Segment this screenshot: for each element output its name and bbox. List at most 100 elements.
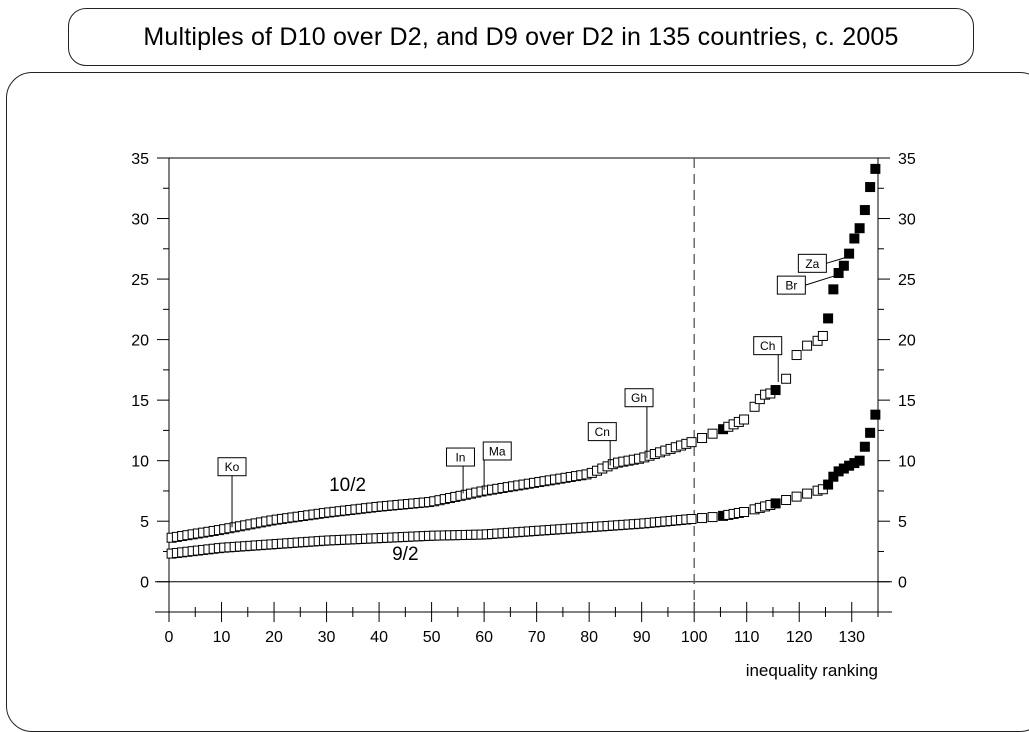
series-10-2 (166, 163, 881, 543)
data-point (854, 223, 865, 234)
annotation-label: In (455, 451, 465, 465)
annotation-br: Br (776, 274, 837, 295)
annotation-box (797, 253, 827, 273)
annotation-label: Gh (631, 391, 647, 405)
annotation-box (776, 275, 806, 295)
y-tick-label-left: 0 (140, 575, 149, 592)
y-tick-label-left: 15 (131, 393, 149, 410)
x-tick-label: 120 (786, 629, 813, 646)
x-tick-label: 40 (370, 629, 388, 646)
y-tick-label-right: 30 (898, 212, 916, 229)
chart-title: Multiples of D10 over D2, and D9 over D2… (143, 22, 899, 51)
annotation-ch: Ch (753, 336, 783, 382)
data-point (770, 385, 781, 396)
y-tick-label-left: 30 (131, 212, 149, 229)
data-point (823, 479, 834, 490)
annotation-box (624, 388, 654, 408)
data-point (781, 495, 792, 506)
data-point (859, 205, 870, 216)
data-point (870, 409, 881, 420)
annotation-box (445, 447, 475, 467)
annotation-box (217, 457, 247, 477)
data-point (844, 248, 855, 259)
data-point (802, 488, 813, 499)
data-point (870, 163, 881, 174)
y-tick-label-right: 10 (898, 454, 916, 471)
data-point (833, 268, 844, 279)
annotation-box (587, 422, 617, 442)
data-point (828, 471, 839, 482)
x-axis-title: inequality ranking (746, 661, 878, 680)
data-point (770, 498, 781, 509)
annotation-label: Br (785, 279, 797, 293)
annotation-label: Za (805, 257, 819, 271)
y-tick-label-left: 35 (131, 151, 149, 168)
data-point (697, 433, 708, 444)
y-tick-label-left: 20 (131, 333, 149, 350)
annotation-box (753, 336, 783, 356)
data-point (739, 414, 750, 425)
axes-layer: 0 0 5 5 10 10 15 15 20 20 25 25 30 30 35 35 0 10 20 30 40 50 6… (131, 151, 916, 646)
annotation-label: Ch (760, 339, 775, 353)
x-tick-label: 90 (633, 629, 651, 646)
data-point (686, 514, 697, 525)
x-tick-label: 100 (681, 629, 708, 646)
data-point (686, 437, 697, 448)
annotation-ko: Ko (217, 457, 247, 528)
x-tick-label: 80 (580, 629, 598, 646)
chart-title-box: Multiples of D10 over D2, and D9 over D2… (68, 8, 974, 66)
annotation-label: Cn (595, 425, 610, 439)
x-tick-label: 30 (318, 629, 336, 646)
x-tick-label: 50 (423, 629, 441, 646)
series-label-10-2: 10/2 (329, 475, 366, 496)
y-tick-label-right: 15 (898, 393, 916, 410)
y-tick-label-left: 5 (140, 514, 149, 531)
data-point (828, 284, 839, 295)
x-tick-label: 0 (165, 629, 174, 646)
data-point (823, 313, 834, 324)
annotation-gh: Gh (624, 388, 654, 459)
annotation-ma: Ma (482, 441, 512, 490)
x-tick-label: 60 (475, 629, 493, 646)
y-tick-label-right: 5 (898, 514, 907, 531)
data-point (865, 427, 876, 438)
y-tick-label-right: 35 (898, 151, 916, 168)
data-point (817, 330, 828, 341)
data-point (707, 512, 718, 523)
leader-line (805, 274, 837, 286)
annotation-in: In (445, 447, 475, 494)
data-point (791, 350, 802, 361)
data-point (859, 441, 870, 452)
y-tick-label-right: 20 (898, 333, 916, 350)
annotation-box (482, 441, 512, 461)
y-tick-label-right: 0 (898, 575, 907, 592)
data-point (838, 260, 849, 271)
annotation-label: Ma (489, 444, 506, 458)
data-point (854, 455, 865, 466)
x-tick-label: 110 (734, 629, 760, 646)
x-tick-label: 70 (528, 629, 546, 646)
x-tick-label: 130 (838, 629, 865, 646)
annotation-cn: Cn (587, 422, 617, 466)
x-tick-label: 20 (265, 629, 283, 646)
data-point (739, 506, 750, 517)
data-point (791, 491, 802, 502)
data-point (781, 373, 792, 384)
series-9-2 (166, 409, 881, 559)
data-point (697, 513, 708, 524)
data-point (749, 401, 760, 412)
data-point (849, 233, 860, 244)
series-label-9-2: 9/2 (392, 544, 418, 565)
annotation-za: Za (797, 253, 847, 273)
x-tick-label: 10 (213, 629, 231, 646)
data-point (707, 428, 718, 439)
y-tick-label-left: 25 (131, 272, 149, 289)
annotation-label: Ko (225, 460, 240, 474)
y-tick-label-left: 10 (131, 454, 149, 471)
data-point (865, 182, 876, 193)
data-point (802, 340, 813, 351)
y-tick-label-right: 25 (898, 272, 916, 289)
leader-line (826, 256, 847, 264)
marks-layer: 10/2 9/2 (166, 163, 881, 565)
